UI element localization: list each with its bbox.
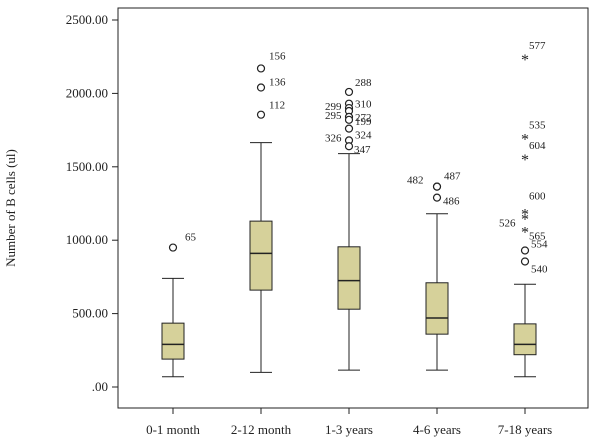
x-tick-label: 7-18 years — [498, 422, 553, 437]
outlier-star: * — [521, 211, 529, 228]
iqr-box — [249, 220, 273, 291]
y-tick-label: 500.00 — [72, 306, 108, 321]
outlier-label: 577 — [529, 40, 546, 52]
outlier-label: 486 — [443, 196, 460, 208]
outlier-label: 272 — [355, 112, 372, 124]
y-axis: .00 500.00 1000.00 1500.00 2000.00 2500.00 — [66, 12, 118, 394]
outlier-circle — [344, 142, 354, 151]
outlier-circle — [256, 83, 266, 92]
box-5 — [513, 283, 537, 378]
outlier-circle — [520, 246, 530, 255]
outlier-star: * — [521, 206, 529, 223]
outlier-label: 136 — [269, 77, 286, 89]
boxes — [161, 142, 537, 378]
outlier-label: 487 — [444, 171, 461, 183]
iqr-box — [161, 322, 185, 360]
iqr-box — [513, 323, 537, 356]
outlier-circle — [432, 193, 442, 202]
outlier-label: 326 — [325, 132, 342, 144]
outlier-label: 347 — [354, 144, 371, 156]
outlier-star: * — [521, 225, 529, 242]
outlier-label: 65 — [185, 232, 197, 244]
y-tick-label: 1500.00 — [66, 159, 108, 174]
outlier-label: 299 — [325, 101, 342, 113]
y-axis-label: Number of B cells (ul) — [3, 149, 18, 267]
outlier-star: * — [521, 52, 529, 69]
outlier-label: 604 — [529, 140, 546, 152]
box-4 — [425, 213, 449, 371]
outlier-circle — [432, 182, 442, 191]
outlier-circle — [520, 257, 530, 266]
outlier-label: 535 — [529, 119, 546, 131]
box-2 — [249, 142, 273, 373]
outlier-label: 554 — [531, 238, 548, 250]
x-tick-label: 1-3 years — [325, 422, 373, 437]
x-tick-label: 0-1 month — [146, 422, 200, 437]
y-tick-label: .00 — [92, 379, 108, 394]
x-tick-label: 4-6 years — [413, 422, 461, 437]
outlier-label: 324 — [355, 130, 372, 142]
outlier-star: * — [521, 152, 529, 169]
outliers: 65 156 136 112 288 310 299 272 295 199 324 326 347 48… — [168, 40, 548, 275]
y-tick-label: 2500.00 — [66, 12, 108, 27]
outlier-label: 600 — [529, 190, 546, 202]
outlier-label: 288 — [355, 77, 372, 89]
outlier-label: 565 — [529, 231, 546, 243]
outlier-circle — [344, 87, 354, 97]
outlier-label: 156 — [269, 50, 286, 62]
outlier-label: 310 — [355, 99, 372, 111]
box-1 — [161, 277, 185, 378]
outlier-label: 526 — [499, 217, 516, 229]
plot-frame — [117, 7, 589, 409]
outlier-label: 295 — [325, 110, 342, 122]
outlier-circle — [344, 124, 354, 133]
box-3 — [337, 153, 361, 371]
iqr-box — [425, 282, 449, 335]
outlier-label: 540 — [531, 263, 548, 275]
outlier-label: 199 — [355, 116, 372, 128]
outlier-label: 112 — [269, 100, 285, 112]
y-tick-label: 1000.00 — [66, 232, 108, 247]
y-tick-label: 2000.00 — [66, 85, 108, 100]
outlier-label: 482 — [407, 175, 424, 187]
outlier-star: * — [521, 131, 529, 148]
outlier-circle — [256, 64, 266, 73]
x-axis: 0-1 month 2-12 month 1-3 years 4-6 years 7-1… — [146, 408, 552, 437]
outlier-circle — [256, 110, 266, 119]
x-tick-label: 2-12 month — [231, 422, 292, 437]
outlier-circle — [168, 243, 178, 252]
outlier-circle — [344, 115, 354, 124]
iqr-box — [337, 246, 361, 310]
